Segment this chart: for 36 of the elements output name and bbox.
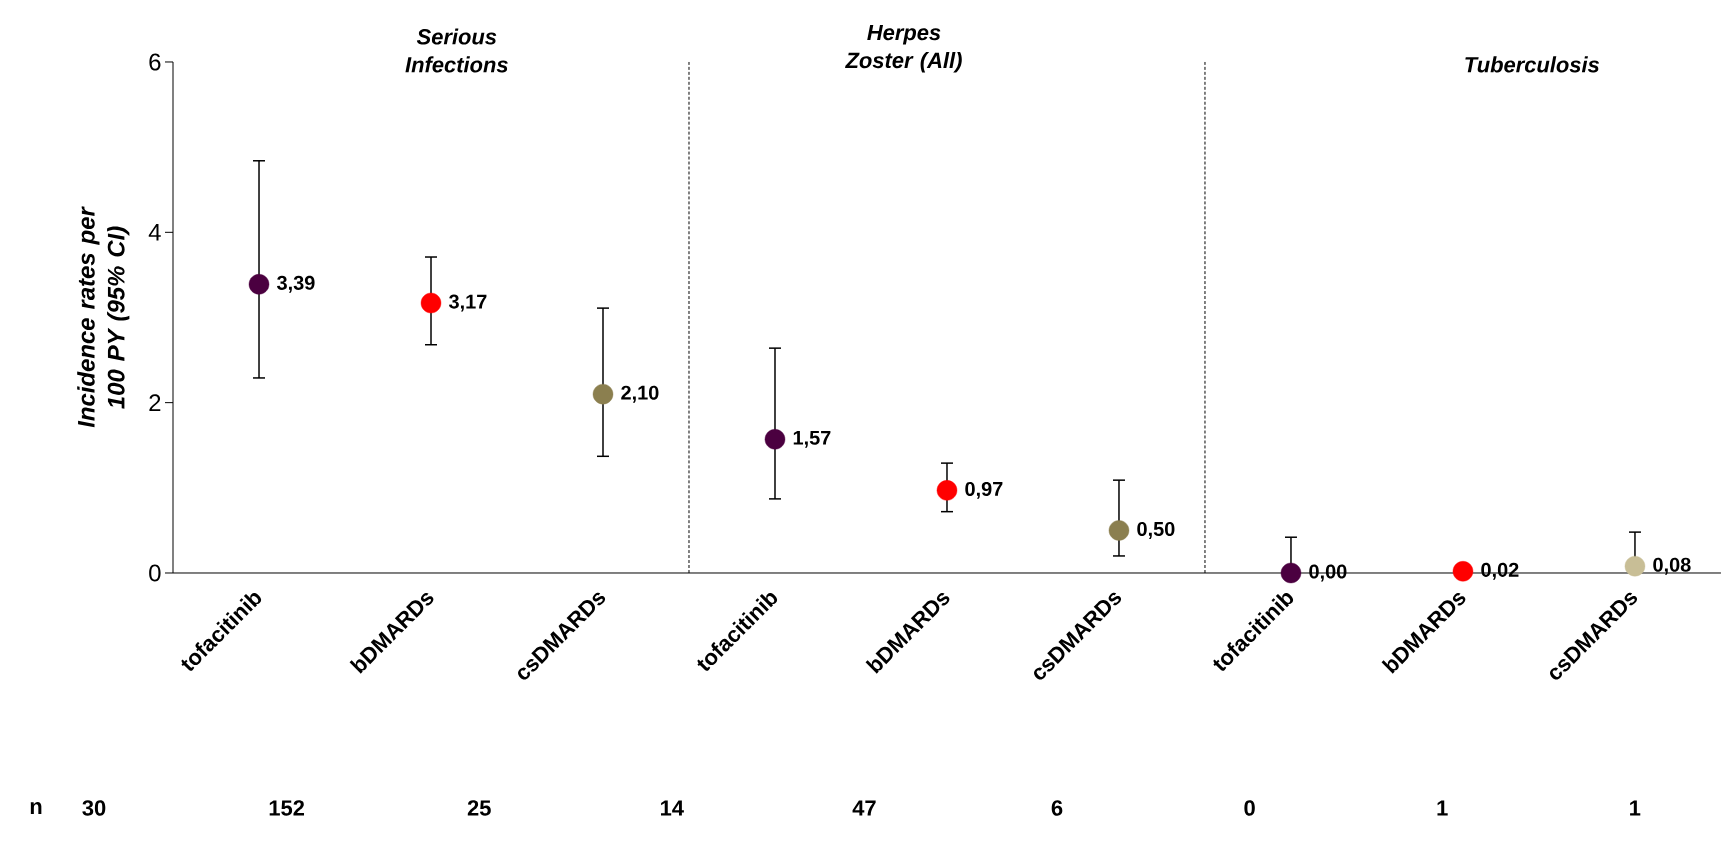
annotation: Serious Infections — [405, 28, 508, 73]
point — [592, 383, 614, 405]
data-label: 0,97 — [965, 481, 1003, 499]
point — [1280, 562, 1302, 584]
text: n — [30, 802, 42, 814]
data-label: 0,00 — [1309, 564, 1347, 582]
text: 152 — [269, 800, 305, 816]
point — [1624, 555, 1646, 577]
y-tick-label: 6 — [149, 53, 161, 71]
data-label: 0,08 — [1653, 557, 1691, 575]
text: 0 — [1244, 800, 1255, 816]
text: 14 — [661, 800, 684, 816]
annotation: Herpes Zoster (All) — [845, 24, 962, 73]
text: 6 — [1051, 800, 1063, 816]
annotation: Tuberculosis — [1465, 56, 1600, 73]
text: 47 — [852, 800, 876, 816]
data-label: 0,50 — [1137, 521, 1175, 539]
data-label: 3,17 — [448, 294, 487, 312]
point — [1452, 561, 1474, 582]
point — [420, 292, 442, 314]
point — [1108, 520, 1130, 541]
text: 30 — [82, 800, 106, 816]
y-axis-title: Incidence rates per 100 PY (95% CI) — [77, 206, 130, 428]
data-label: 0,02 — [1481, 562, 1519, 580]
point — [936, 480, 958, 501]
data-label: 2,10 — [621, 385, 659, 403]
point — [248, 274, 270, 295]
data-label: 1,57 — [793, 430, 831, 448]
text: 25 — [467, 800, 491, 816]
text: 1 — [1437, 800, 1448, 816]
y-tick-label: 4 — [148, 224, 161, 241]
y-tick-label: 0 — [149, 564, 161, 582]
data-label: 3,39 — [276, 275, 315, 293]
point — [764, 429, 786, 450]
y-tick-label: 2 — [149, 394, 161, 411]
text: 1 — [1630, 800, 1641, 816]
